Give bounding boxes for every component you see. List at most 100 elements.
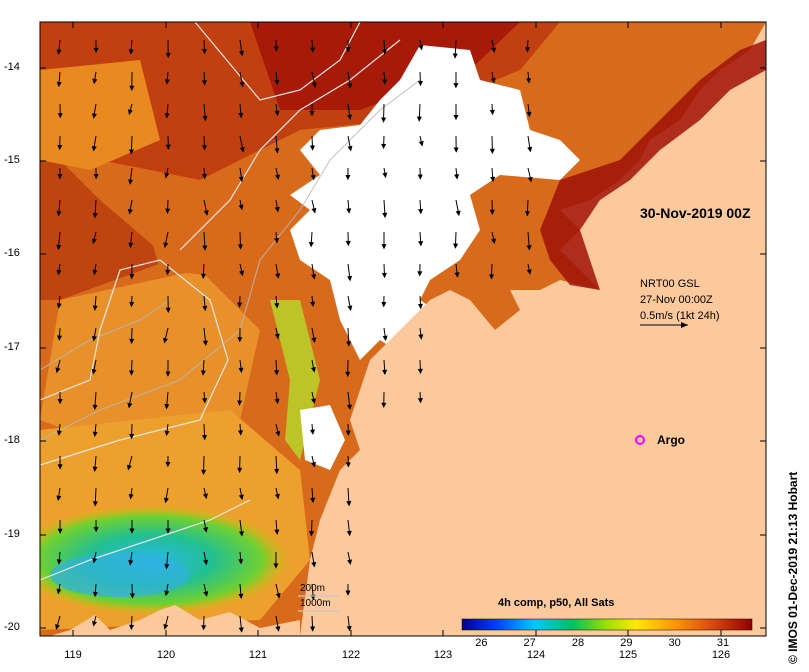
- wind-arrow: [201, 455, 207, 476]
- wind-arrow: [237, 455, 243, 474]
- wind-arrow: [418, 39, 424, 51]
- overlay-title: 30-Nov-2019 00Z: [640, 205, 751, 221]
- wind-arrow: [162, 327, 169, 344]
- wind-arrow: [92, 295, 98, 311]
- wind-arrow: [55, 359, 61, 374]
- wind-arrow: [453, 231, 459, 249]
- wind-arrow: [91, 135, 97, 152]
- wind-arrow: [527, 135, 533, 153]
- wind-arrow: [382, 167, 388, 179]
- wind-arrow: [91, 103, 97, 119]
- argo-float-marker[interactable]: [635, 435, 645, 445]
- wind-arrow: [309, 103, 315, 117]
- wind-arrow: [127, 199, 133, 215]
- colorbar-tick-label: 31: [716, 637, 730, 649]
- wind-arrow: [274, 231, 280, 244]
- wind-arrow: [490, 167, 496, 183]
- wind-arrow: [381, 391, 387, 409]
- wind-arrow: [525, 39, 531, 53]
- wind-arrow: [381, 231, 387, 250]
- wind-arrow: [381, 263, 387, 279]
- wind-arrow: [201, 423, 208, 441]
- wind-arrow: [417, 263, 423, 277]
- wind-arrow: [164, 551, 170, 570]
- wind-arrow: [489, 199, 495, 216]
- lon-tick-label: 123: [433, 649, 453, 661]
- wind-arrow: [238, 167, 244, 183]
- wind-arrow: [418, 135, 424, 147]
- wind-arrow: [310, 487, 316, 504]
- wind-arrow: [310, 359, 316, 373]
- wind-arrow: [201, 615, 207, 631]
- lat-tick-label: -14: [4, 61, 20, 73]
- wind-arrow: [381, 103, 387, 123]
- wind-arrow: [238, 615, 244, 633]
- wind-arrow: [310, 167, 316, 181]
- wind-arrow: [201, 135, 207, 151]
- wind-arrow: [309, 615, 316, 632]
- wind-arrow: [201, 39, 207, 55]
- wind-arrow: [92, 71, 98, 85]
- wind-arrow: [129, 583, 135, 599]
- wind-arrow: [416, 103, 422, 122]
- wind-arrow: [273, 39, 279, 52]
- wind-arrow: [165, 455, 171, 468]
- wind-arrow: [202, 327, 208, 346]
- wind-arrow: [274, 487, 280, 500]
- wind-arrow: [417, 295, 424, 310]
- wind-arrow: [274, 103, 280, 117]
- wind-arrow: [453, 103, 459, 121]
- wind-arrow: [308, 231, 314, 248]
- wind-arrow: [239, 263, 245, 277]
- wind-arrow: [91, 359, 97, 375]
- wind-arrow: [128, 39, 134, 55]
- wind-scale-arrow: [640, 322, 688, 328]
- wind-arrow: [129, 295, 135, 308]
- lat-tick-label: -18: [4, 434, 20, 446]
- wind-arrow: [202, 487, 208, 500]
- wind-arrow: [203, 199, 209, 216]
- wind-arrow: [309, 135, 315, 151]
- wind-arrow: [129, 359, 135, 376]
- lat-tick-label: -17: [4, 341, 20, 353]
- lon-tick-label: 121: [248, 649, 268, 661]
- wind-arrow: [454, 167, 460, 180]
- wind-arrow: [56, 295, 62, 309]
- wind-arrow: [347, 135, 353, 152]
- wind-arrow: [310, 39, 316, 53]
- wind-arrow: [129, 423, 135, 440]
- wind-arrow: [203, 551, 209, 566]
- wind-arrow: [239, 135, 245, 153]
- wind-arrow: [491, 231, 497, 245]
- wind-arrow: [382, 327, 388, 342]
- wind-arrow: [345, 583, 351, 596]
- lon-tick-label: 120: [156, 649, 176, 661]
- wind-arrow: [238, 199, 244, 211]
- wind-arrow: [274, 199, 280, 213]
- wind-arrow: [417, 391, 423, 404]
- wind-arrow: [490, 71, 496, 84]
- wind-arrow: [56, 231, 62, 251]
- wind-arrow: [238, 551, 244, 565]
- colorbar-title: 4h comp, p50, All Sats: [498, 597, 615, 609]
- wind-arrow: [311, 71, 317, 89]
- wind-arrow: [57, 455, 63, 470]
- wind-arrow: [237, 327, 243, 343]
- wind-arrow: [346, 519, 352, 537]
- wind-arrow: [202, 103, 208, 122]
- wind-arrow: [203, 519, 208, 533]
- wind-arrow: [346, 327, 352, 347]
- wind-arrow: [200, 263, 206, 280]
- wind-arrow: [237, 231, 243, 250]
- wind-arrow: [491, 39, 497, 54]
- wind-arrow: [274, 359, 280, 376]
- wind-arrow: [202, 391, 208, 404]
- wind-arrow: [275, 263, 281, 279]
- colorbar-tick-label: 30: [668, 637, 681, 649]
- wind-arrow: [56, 423, 62, 436]
- colorbar: [461, 618, 753, 631]
- wind-arrow: [165, 295, 171, 314]
- wind-arrow: [526, 71, 532, 84]
- wind-time: 27-Nov 00:00Z: [640, 294, 713, 306]
